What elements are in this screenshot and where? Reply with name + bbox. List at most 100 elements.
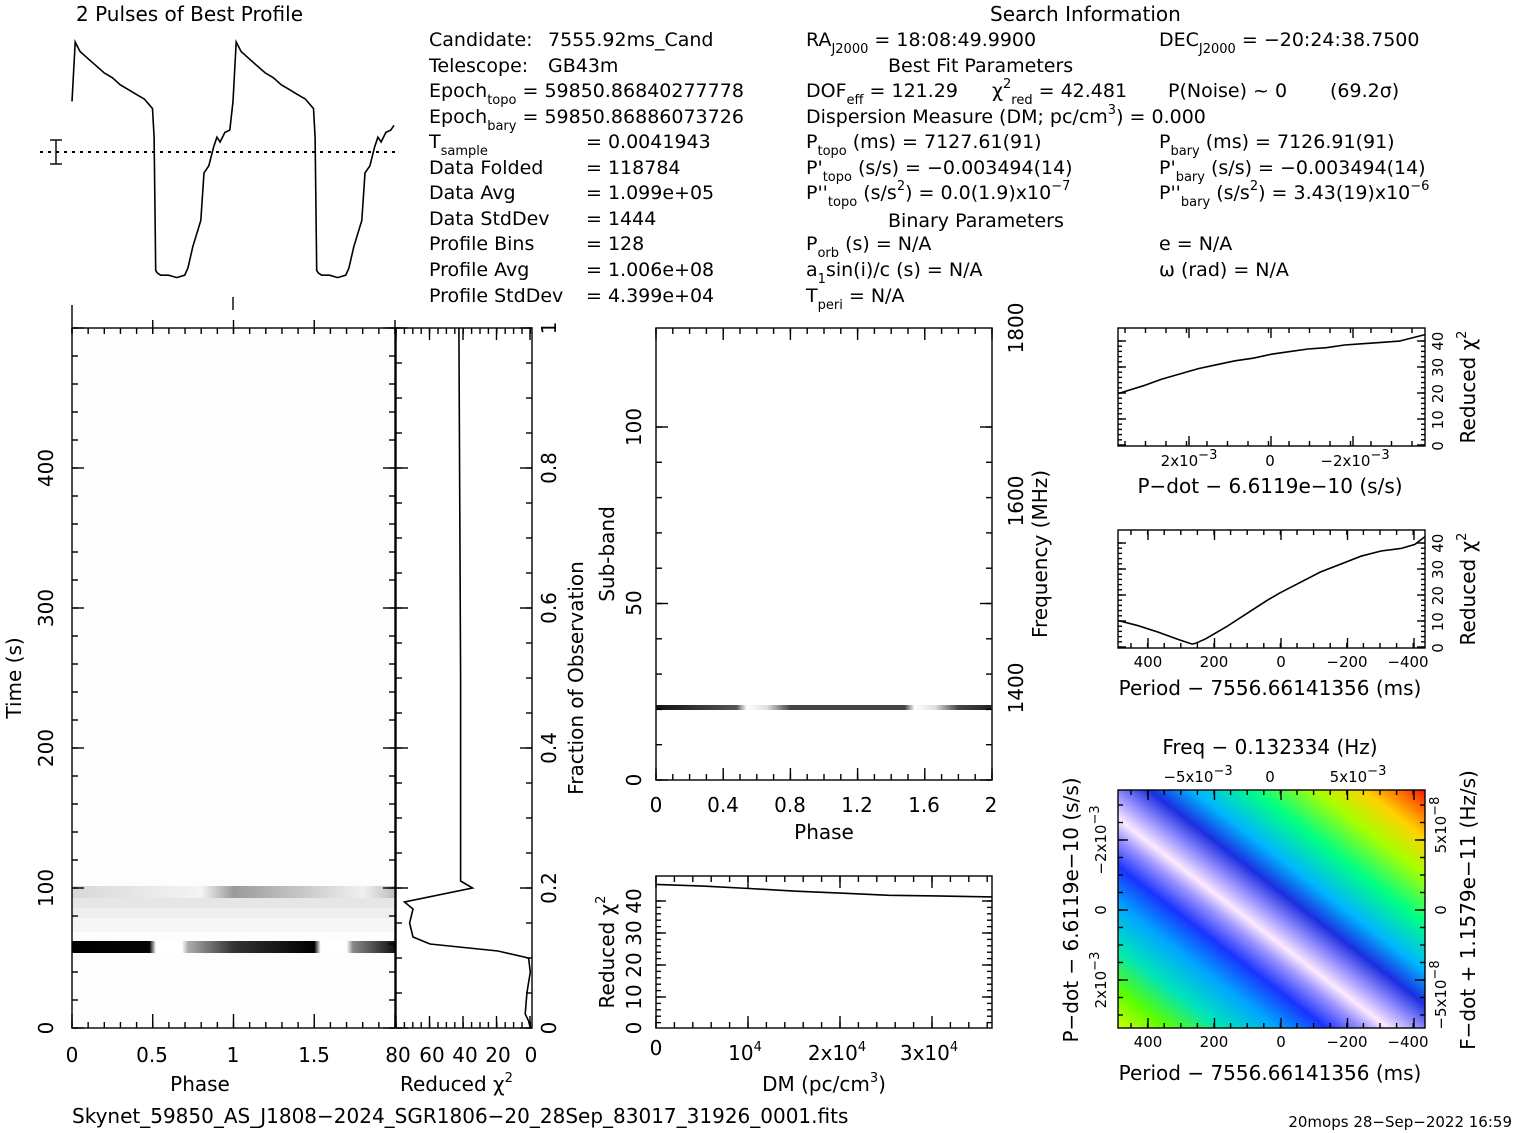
tp-xtick-label: 1	[227, 1043, 240, 1067]
info-label: Epochbary = 59850.86886073726	[429, 106, 744, 134]
ct-ytick-label: 0.2	[537, 872, 561, 904]
pr-xtick-label: 400	[1134, 653, 1163, 671]
dm-value: Dispersion Measure (DM; pc/cm3) = 0.000	[806, 103, 1206, 128]
subband-band	[656, 705, 992, 710]
pp-xtick-label: 0	[1276, 1033, 1286, 1051]
pr-xlabel: Period − 7556.66141356 (ms)	[1119, 676, 1422, 700]
ct-xlabel: Reduced χ2	[400, 1071, 513, 1096]
tp-xtick-label: 0.5	[136, 1043, 168, 1067]
ct-xtick-label: 40	[452, 1043, 477, 1067]
tp-xtick-label: 1.5	[298, 1043, 330, 1067]
pr-xtick-label: 0	[1276, 653, 1286, 671]
pdtopo-value: P'topo (s/s) = −0.003494(14)	[806, 157, 1073, 185]
info-value: = 1444	[586, 208, 656, 230]
sb-ytick-label: 50	[622, 590, 646, 615]
subband-phase-plot: 0 0.4 0.8 1.2 1.6 2 Phase 0 50 100 Sub-b…	[595, 303, 1052, 844]
chi2-vs-pdot-plot: 2x10−3 0 −2x10−3 P−dot − 6.6119e−10 (s/s…	[1117, 327, 1480, 498]
dm-xtick-label: 0	[650, 1036, 663, 1060]
dm-xtick-label: 3x104	[900, 1040, 958, 1065]
pp-xtick-label: 400	[1134, 1033, 1163, 1051]
dm-ytick-label: 0	[622, 1022, 646, 1035]
omega-value: ω (rad) = N/A	[1159, 259, 1289, 281]
pr-ylabel: Reduced χ2	[1455, 533, 1480, 646]
info-label: Candidate:	[429, 29, 533, 51]
ct-xtick-label: 0	[525, 1043, 538, 1067]
pp-title: Freq − 0.132334 (Hz)	[1162, 735, 1377, 759]
ppdot-colormap	[1118, 790, 1425, 1028]
sb-xtick-label: 1.6	[908, 793, 940, 817]
pddbary-value: P''bary (s/s2) = 3.43(19)x10−6	[1159, 179, 1429, 210]
ct-xtick-label: 20	[485, 1043, 510, 1067]
pr-xtick-label: −400	[1387, 653, 1428, 671]
chi2-value: χ2red = 42.481	[992, 77, 1127, 108]
ppdot-frame	[1117, 789, 1426, 1029]
pr-xtick-label: 200	[1200, 653, 1229, 671]
period-trace	[1117, 535, 1426, 645]
pddtopo-value: P''topo (s/s2) = 0.0(1.9)x10−7	[806, 179, 1070, 210]
info-value: = 128	[586, 233, 644, 255]
ct-ytick-label: 0.4	[537, 732, 561, 764]
dm-ytick-label: 40	[622, 888, 646, 913]
pd-xlabel: P−dot − 6.6119e−10 (s/s)	[1137, 474, 1402, 498]
tperi-value: Tperi = N/A	[805, 285, 904, 313]
dof-value: DOFeff = 121.29	[806, 80, 958, 108]
sb-xtick-label: 0	[650, 793, 663, 817]
info-label: Data StdDev	[429, 208, 550, 230]
candidate-info-column: Candidate: 7555.92ms_Cand Telescope: GB43…	[428, 29, 744, 307]
sb-y2tick-label: 1400	[1004, 663, 1028, 714]
ct-ylabel: Fraction of Observation	[564, 561, 588, 795]
time-phase-plot: 0 0.5 1 1.5 Phase 0 100 200 300 400 Time…	[2, 320, 396, 1096]
tp-ytick-label: 400	[34, 449, 58, 487]
pp-xtick-label: −200	[1326, 1033, 1367, 1051]
pp-toptick-label: 5x10−3	[1330, 764, 1387, 786]
ct-ytick-label: 0.8	[537, 452, 561, 484]
tp-xlabel: Phase	[170, 1072, 230, 1096]
pdot-frame	[1117, 327, 1426, 447]
pdot-trace	[1117, 333, 1426, 395]
sb-xtick-label: 1.2	[841, 793, 873, 817]
pd-xtick-label: 2x10−3	[1161, 448, 1218, 470]
dm-ytick-label: 20	[622, 952, 646, 977]
pd-ylabel: Reduced χ2	[1455, 331, 1480, 444]
ct-xtick-label: 80	[385, 1043, 410, 1067]
porb-value: Porb (s) = N/A	[806, 233, 931, 261]
profile-errorbar	[50, 139, 62, 165]
pnoise-value: P(Noise) ~ 0	[1168, 80, 1287, 102]
sb-xtick-label: 0.8	[774, 793, 806, 817]
info-value: = 0.0041943	[586, 131, 711, 153]
sigma-value: (69.2σ)	[1330, 80, 1399, 102]
sb-xtick-label: 2	[985, 793, 998, 817]
tp-ylabel: Time (s)	[2, 637, 26, 719]
pp-y2tick-label: 5x10−8	[1428, 797, 1450, 854]
footer-filename: Skynet_59850_AS_J1808−2024_SGR1806−20_28…	[72, 1104, 848, 1128]
info-label: Data Folded	[429, 157, 543, 179]
pd-ytick-label: 0	[1429, 441, 1447, 451]
time-phase-row	[72, 908, 395, 918]
bary-info-column: DECJ2000 = −20:24:38.7500 Pbary (ms) = 71…	[1159, 29, 1429, 281]
tp-ytick-label: 0	[34, 1022, 58, 1035]
ct-ytick-label: 0.6	[537, 592, 561, 624]
pd-xtick-label: −2x10−3	[1320, 448, 1389, 470]
period-frame	[1117, 529, 1426, 649]
info-label: Telescope:	[428, 55, 528, 77]
fit-info-column: RAJ2000 = 18:08:49.9900 DOFeff = 121.29 χ2…	[805, 29, 1399, 313]
pd-ytick-label: 30	[1429, 358, 1447, 377]
a1-value: a1sin(i)/c (s) = N/A	[806, 259, 982, 287]
dm-ytick-label: 30	[622, 920, 646, 945]
pp-xlabel: Period − 7556.66141356 (ms)	[1119, 1061, 1422, 1085]
chi2-time-frame	[395, 327, 533, 1029]
pdbary-value: P'bary (s/s) = −0.003494(14)	[1159, 157, 1426, 185]
sb-ytick-label: 100	[622, 408, 646, 446]
sb-xlabel: Phase	[794, 820, 854, 844]
info-value: GB43m	[548, 55, 618, 77]
tp-ytick-label: 200	[34, 729, 58, 767]
time-phase-row	[72, 918, 395, 932]
ecc-value: e = N/A	[1159, 233, 1232, 255]
pp-y2label: F−dot + 1.1579e−11 (Hz/s)	[1456, 770, 1480, 1050]
info-label: Profile StdDev	[429, 285, 563, 307]
pp-ytick-label: 2x10−3	[1088, 952, 1110, 1009]
info-label: Epochtopo = 59850.86840277778	[429, 80, 744, 108]
dm-xtick-label: 2x104	[808, 1040, 866, 1065]
ct-ytick-label: 1	[537, 322, 561, 335]
